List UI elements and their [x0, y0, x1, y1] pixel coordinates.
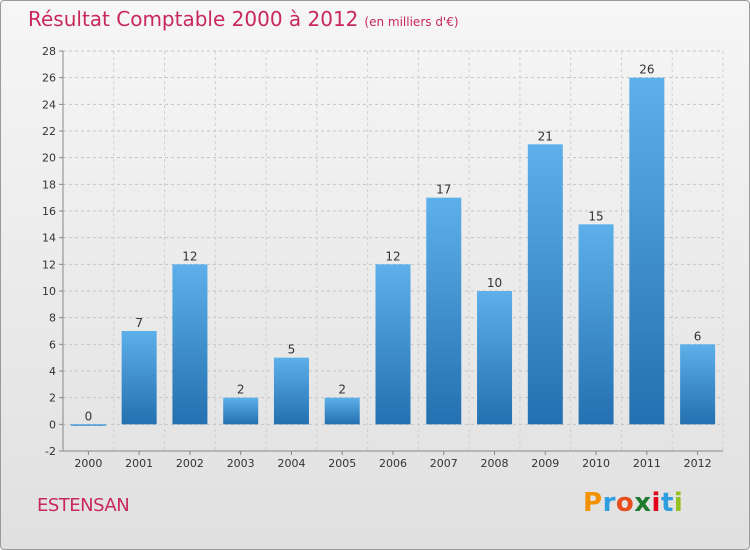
y-tick-label: 6 — [49, 338, 56, 351]
x-axis-ticks: 2000 2001 2002 2003 2004 2005 2006 2007 2008 2009… — [74, 451, 712, 470]
title-text: Résultat Comptable 2000 à 2012 — [28, 7, 359, 31]
bar-value-labels: 0 7 12 2 5 2 12 17 10 21 15 26 6 — [85, 63, 702, 424]
x-tick-label: 2007 — [430, 457, 458, 470]
y-tick-label: 10 — [42, 285, 56, 298]
chart-title: Résultat Comptable 2000 à 2012 (en millie… — [28, 7, 459, 31]
y-tick-label: 16 — [42, 205, 56, 218]
y-tick-label: 26 — [42, 72, 56, 85]
bar-value-label: 7 — [135, 316, 143, 330]
bar-2006 — [375, 264, 411, 425]
y-tick-label: 2 — [49, 392, 56, 405]
bar-2009 — [527, 144, 563, 425]
commune-name: ESTENSAN — [37, 495, 130, 516]
logo-letter: i — [673, 488, 684, 518]
y-tick-label: 18 — [42, 178, 56, 191]
logo-letter: i — [651, 488, 661, 518]
bar-value-label: 17 — [436, 183, 451, 197]
x-tick-label: 2010 — [582, 457, 610, 470]
y-tick-label: 24 — [42, 98, 56, 111]
bar-value-label: 0 — [85, 409, 93, 423]
logo-letter: o — [615, 488, 635, 518]
x-tick-label: 2006 — [379, 457, 407, 470]
x-tick-label: 2005 — [328, 457, 356, 470]
logo-letter: P — [583, 488, 603, 518]
bar-2000 — [70, 424, 106, 426]
y-tick-label: 22 — [42, 125, 56, 138]
bar-2012 — [680, 344, 716, 425]
bar-2007 — [426, 197, 462, 425]
x-tick-label: 2003 — [227, 457, 255, 470]
y-tick-label: 12 — [42, 258, 56, 271]
logo-letter: r — [602, 488, 616, 518]
bar-value-label: 12 — [385, 249, 400, 263]
bar-value-label: 6 — [694, 329, 702, 343]
y-tick-label: 14 — [42, 232, 56, 245]
x-tick-label: 2004 — [277, 457, 305, 470]
bar-value-label: 2 — [237, 383, 245, 397]
x-tick-label: 2009 — [531, 457, 559, 470]
bar-2008 — [477, 291, 513, 425]
proxiti-logo: Proxiti — [583, 488, 683, 518]
y-tick-label: 28 — [42, 45, 56, 58]
bar-2003 — [223, 397, 259, 425]
bar-value-label: 15 — [588, 209, 603, 223]
y-tick-label: 0 — [49, 418, 56, 431]
y-tick-label: -2 — [45, 445, 56, 458]
y-tick-label: 4 — [49, 365, 56, 378]
bar-value-label: 12 — [182, 249, 197, 263]
bar-2001 — [121, 331, 157, 425]
bar-2004 — [273, 357, 309, 425]
x-tick-label: 2011 — [633, 457, 661, 470]
x-tick-label: 2000 — [74, 457, 102, 470]
bar-value-label: 5 — [288, 343, 296, 357]
bar-value-label: 26 — [639, 63, 654, 77]
bar-value-label: 2 — [338, 383, 346, 397]
x-tick-label: 2008 — [481, 457, 509, 470]
bar-value-label: 10 — [487, 276, 502, 290]
bar-2002 — [172, 264, 208, 425]
x-tick-label: 2001 — [125, 457, 153, 470]
bars — [70, 77, 716, 426]
logo-letter: x — [634, 488, 652, 518]
bar-value-label: 21 — [538, 129, 553, 143]
x-tick-label: 2012 — [684, 457, 712, 470]
y-tick-label: 20 — [42, 152, 56, 165]
bar-2011 — [629, 77, 665, 425]
x-tick-label: 2002 — [176, 457, 204, 470]
bar-2005 — [324, 397, 360, 425]
y-tick-label: 8 — [49, 312, 56, 325]
logo-letter: t — [660, 488, 674, 518]
unit-note: (en milliers d'€) — [364, 15, 459, 29]
bar-2010 — [578, 224, 614, 425]
